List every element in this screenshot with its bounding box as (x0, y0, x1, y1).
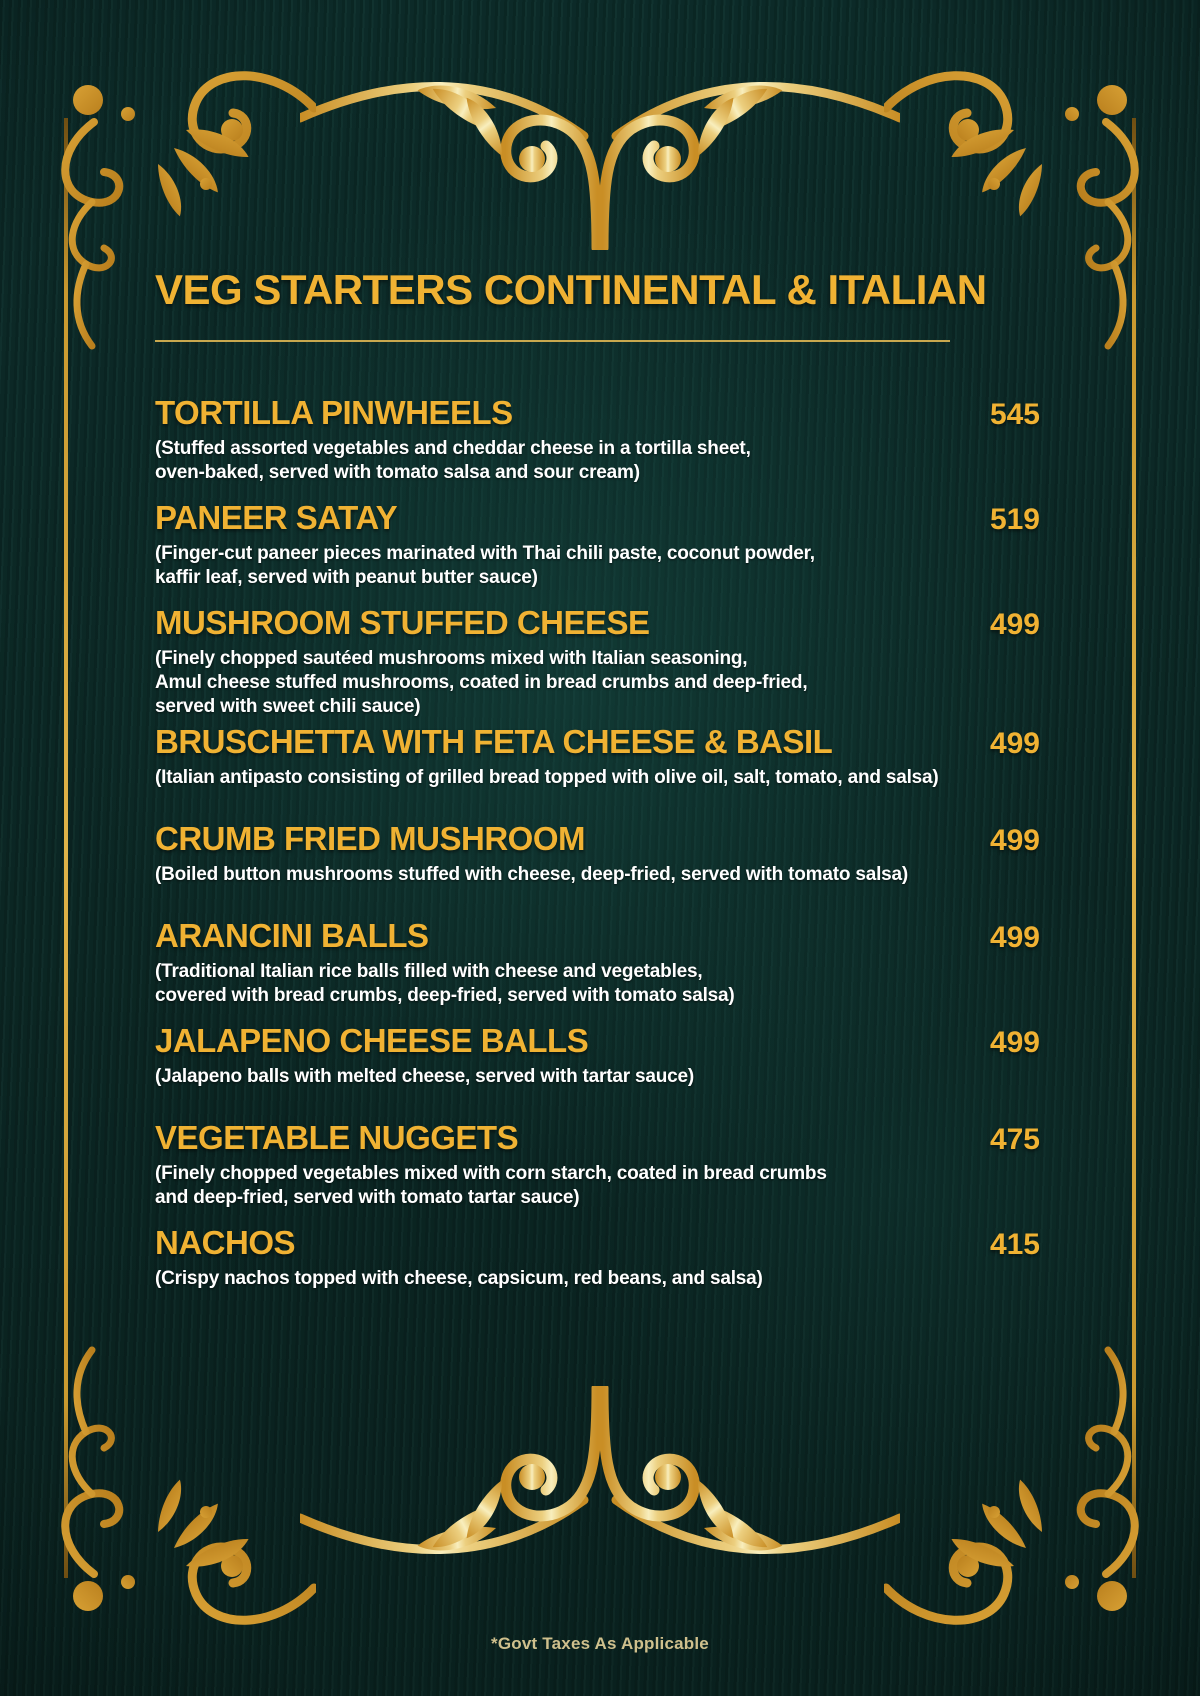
footer-note: *Govt Taxes As Applicable (491, 1634, 709, 1653)
corner-flourish-bottom-right-icon (884, 1332, 1164, 1652)
top-center-flourish-icon (300, 38, 900, 250)
menu-item: JALAPENO CHEESE BALLS 499 (Jalapeno ball… (155, 1022, 1040, 1089)
menu-item-name: NACHOS (155, 1224, 296, 1261)
bottom-center-flourish-icon (300, 1386, 900, 1598)
menu-item-price: 545 (989, 398, 1040, 431)
menu-item-list: TORTILLA PINWHEELS 545 (Stuffed assorted… (155, 394, 1040, 1321)
menu-item-name: TORTILLA PINWHEELS (155, 394, 513, 431)
frame-border-left (64, 118, 68, 1578)
menu-item-row: BRUSCHETTA WITH FETA CHEESE & BASIL 499 (155, 723, 1040, 761)
menu-item-name: PANEER SATAY (155, 499, 398, 536)
menu-item-row: VEGETABLE NUGGETS 475 (155, 1119, 1040, 1157)
menu-item-row: TORTILLA PINWHEELS 545 (155, 394, 1040, 432)
menu-item-price: 499 (989, 727, 1040, 760)
menu-item-row: NACHOS 415 (155, 1224, 1040, 1262)
section-title: VEG STARTERS CONTINENTAL & ITALIAN (155, 266, 987, 313)
menu-item-row: PANEER SATAY 519 (155, 499, 1040, 537)
menu-item-description: (Italian antipasto consisting of grilled… (155, 767, 939, 788)
menu-item-price: 499 (989, 1026, 1040, 1059)
menu-item: TORTILLA PINWHEELS 545 (Stuffed assorted… (155, 394, 1040, 485)
menu-item-name: BRUSCHETTA WITH FETA CHEESE & BASIL (155, 723, 833, 760)
menu-item-row: MUSHROOM STUFFED CHEESE 499 (155, 604, 1040, 642)
menu-item-description: (Finely chopped sautéed mushrooms mixed … (155, 648, 808, 717)
menu-item: PANEER SATAY 519 (Finger-cut paneer piec… (155, 499, 1040, 590)
menu-item-description: (Stuffed assorted vegetables and cheddar… (155, 438, 751, 483)
menu-item-row: ARANCINI BALLS 499 (155, 917, 1040, 955)
menu-item-description: (Traditional Italian rice balls filled w… (155, 961, 735, 1006)
menu-item-name: MUSHROOM STUFFED CHEESE (155, 604, 650, 641)
menu-header: VEG STARTERS CONTINENTAL & ITALIAN (155, 266, 987, 342)
menu-item-row: CRUMB FRIED MUSHROOM 499 (155, 820, 1040, 858)
menu-item-price: 475 (989, 1123, 1040, 1156)
menu-item: ARANCINI BALLS 499 (Traditional Italian … (155, 917, 1040, 1008)
menu-item: MUSHROOM STUFFED CHEESE 499 (Finely chop… (155, 604, 1040, 719)
menu-item: CRUMB FRIED MUSHROOM 499 (Boiled button … (155, 820, 1040, 887)
menu-item-price: 519 (989, 503, 1040, 536)
menu-item-price: 499 (989, 608, 1040, 641)
menu-item-price: 415 (989, 1228, 1040, 1261)
menu-item-description: (Boiled button mushrooms stuffed with ch… (155, 864, 909, 885)
menu-item-row: JALAPENO CHEESE BALLS 499 (155, 1022, 1040, 1060)
menu-item: BRUSCHETTA WITH FETA CHEESE & BASIL 499 … (155, 723, 1040, 790)
menu-item-price: 499 (989, 921, 1040, 954)
menu-item-name: VEGETABLE NUGGETS (155, 1119, 519, 1156)
menu-item-price: 499 (989, 824, 1040, 857)
menu-item: VEGETABLE NUGGETS 475 (Finely chopped ve… (155, 1119, 1040, 1210)
menu-item-description: (Finger-cut paneer pieces marinated with… (155, 543, 815, 588)
frame-border-right (1132, 118, 1136, 1578)
corner-flourish-bottom-left-icon (36, 1332, 316, 1652)
title-divider (155, 340, 950, 342)
menu-item-name: JALAPENO CHEESE BALLS (155, 1022, 589, 1059)
menu-item: NACHOS 415 (Crispy nachos topped with ch… (155, 1224, 1040, 1291)
menu-item-name: ARANCINI BALLS (155, 917, 429, 954)
menu-item-description: (Finely chopped vegetables mixed with co… (155, 1163, 827, 1208)
menu-item-name: CRUMB FRIED MUSHROOM (155, 820, 585, 857)
menu-item-description: (Jalapeno balls with melted cheese, serv… (155, 1066, 695, 1087)
menu-item-description: (Crispy nachos topped with cheese, capsi… (155, 1268, 763, 1289)
